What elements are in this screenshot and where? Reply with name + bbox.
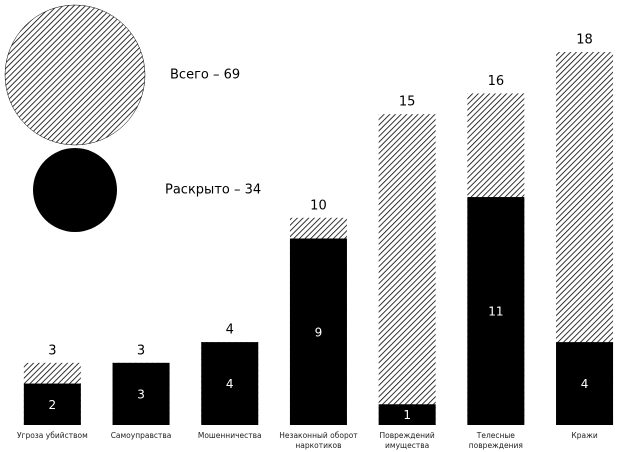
value-label: 1 [403, 408, 411, 422]
value-label: 11 [488, 305, 503, 319]
x-tick-label: Кражи [571, 431, 598, 440]
x-tick-label: Самоуправства [110, 431, 172, 440]
legend-swatch [4, 4, 146, 146]
value-label: 3 [137, 387, 145, 401]
bar [23, 383, 81, 425]
x-tick-label: Незаконный оборот наркотиков [279, 431, 358, 450]
value-label: 9 [315, 325, 323, 339]
total-label: 3 [48, 343, 56, 358]
x-tick-label: Мошенничества [197, 431, 262, 440]
x-tick-label: Телесные повреждения [468, 431, 523, 450]
bar [556, 342, 614, 425]
x-tick-label: Повреждений имущества [379, 431, 435, 450]
total-label: 4 [226, 323, 234, 338]
bar [289, 238, 347, 425]
bar [467, 197, 525, 425]
legend-label: Всего – 69 [170, 68, 240, 83]
total-label: 16 [488, 74, 505, 89]
total-label: 10 [310, 198, 327, 213]
value-label: 4 [581, 377, 589, 391]
bar [112, 362, 170, 425]
bar [378, 114, 436, 426]
legend-label: Раскрыто – 34 [165, 183, 261, 198]
legend-swatch [33, 148, 117, 232]
total-label: 3 [137, 343, 145, 358]
bar [378, 404, 436, 425]
bar [201, 342, 259, 425]
value-label: 2 [49, 398, 57, 412]
x-tick-label: Угроза убийством [16, 431, 88, 440]
total-label: 18 [576, 33, 593, 48]
total-label: 15 [399, 95, 416, 110]
value-label: 4 [226, 377, 234, 391]
